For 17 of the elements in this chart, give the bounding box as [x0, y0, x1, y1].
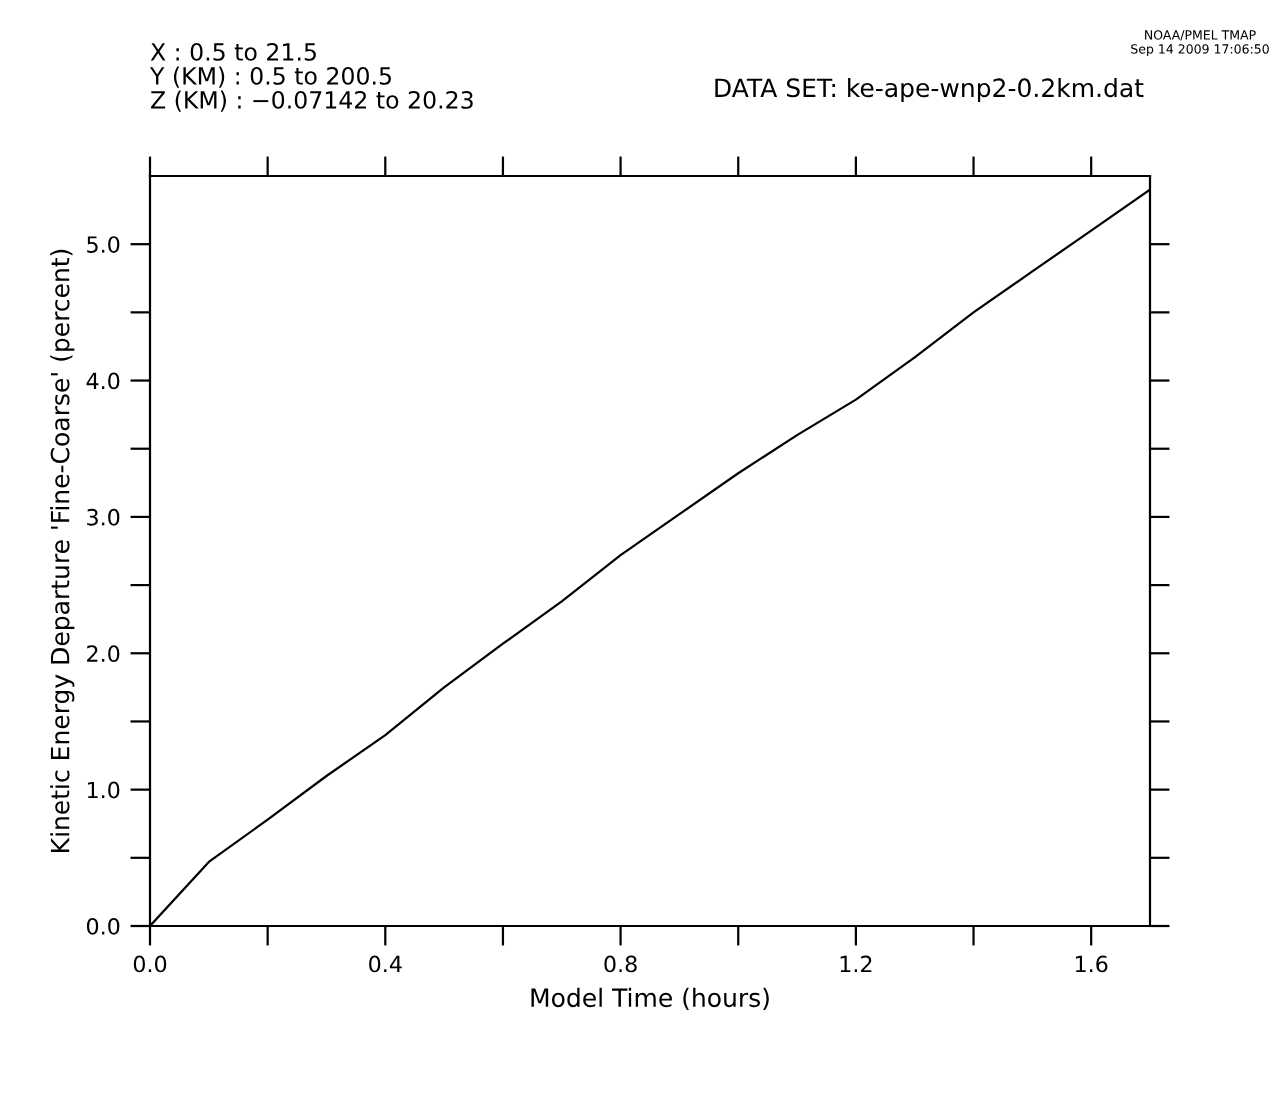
text: X : 0.5 to 21.5 — [150, 42, 316, 61]
x-axis-title: Model Time (hours) — [531, 987, 769, 1011]
x-tick-label: 0.8 — [604, 955, 637, 973]
y-tick-label: 2.0 — [87, 645, 120, 663]
y-tick-label: 5.0 — [87, 236, 120, 253]
x-tick-label: 1.2 — [840, 955, 872, 973]
text: Z (KM) : −0.07142 to 20.23 — [151, 90, 473, 112]
text: DATA SET: ke-ape-wnp2-0.2km.dat — [715, 77, 1144, 103]
y-tick-label: 3.0 — [87, 508, 120, 526]
x-tick-label: 0.4 — [369, 955, 402, 973]
text: Y (KM) : 0.5 to 200.5 — [149, 66, 391, 88]
y-tick-label: 0.0 — [86, 917, 120, 935]
y-axis-title: Kinetic Energy Departure 'Fine-Coarse' (percent) — [50, 249, 75, 852]
x-tick-label: 1.6 — [1075, 955, 1108, 973]
y-tick-label: 1.0 — [87, 781, 120, 799]
x-tick-label: 0.0 — [133, 955, 167, 973]
y-tick-label: 4.0 — [86, 372, 120, 390]
